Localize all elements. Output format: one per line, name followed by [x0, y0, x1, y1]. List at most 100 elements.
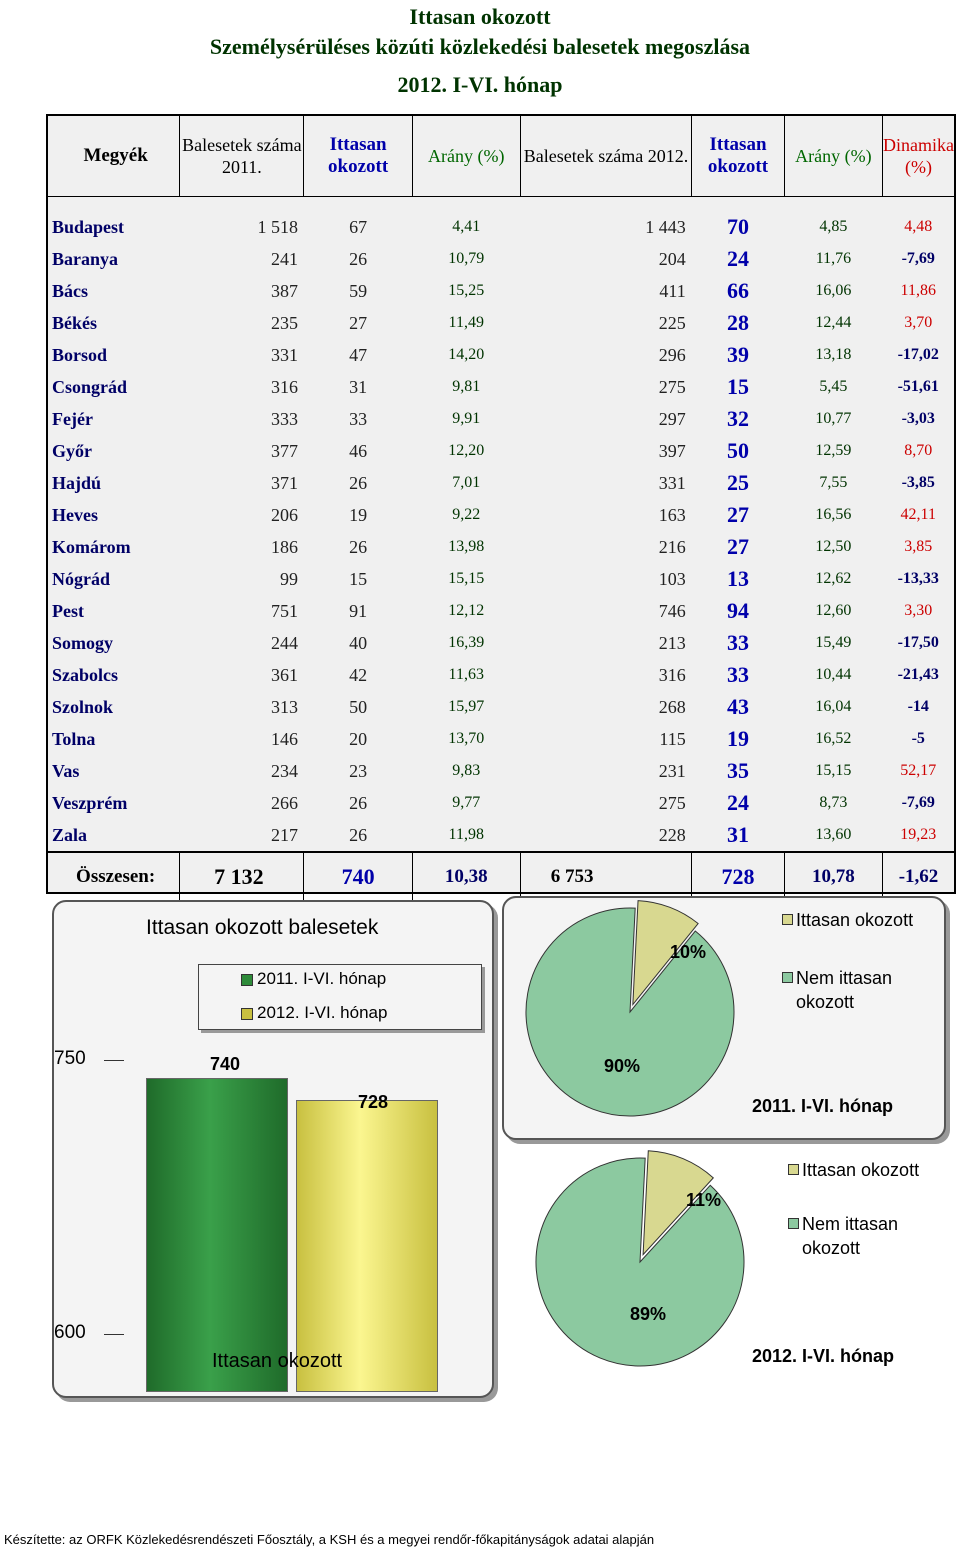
table-cell: 67 — [349, 216, 368, 237]
table-cell: 16,52 — [815, 730, 852, 747]
table-cell: 24 — [727, 790, 749, 815]
table-row: Hajdú 371 26 7,01 331 25 7,55 -3,85 — [48, 467, 954, 499]
table-cell: 26 — [349, 472, 368, 493]
table-cell: 12,20 — [448, 442, 485, 459]
total-cell: 728 — [691, 851, 785, 901]
table-cell: 19,23 — [900, 826, 937, 843]
title-line-1: Ittasan okozott — [409, 4, 551, 29]
table-cell: 33 — [727, 662, 749, 687]
table-cell: 3,70 — [904, 314, 933, 331]
county-name: Tolna — [52, 728, 96, 749]
table-cell: 50 — [727, 438, 749, 463]
table-cell: 146 — [270, 728, 298, 749]
y-tick-mark-600 — [104, 1334, 124, 1335]
table-cell: -51,61 — [897, 378, 939, 395]
header-dinamika: Dinamika (%) — [882, 116, 954, 197]
table-cell: 33 — [727, 630, 749, 655]
table-cell: 371 — [270, 472, 298, 493]
table-cell: 15 — [349, 568, 368, 589]
table-cell: 26 — [349, 248, 368, 269]
table-cell: 377 — [270, 440, 298, 461]
county-name: Somogy — [52, 632, 114, 653]
header-balesetek-2011: Balesetek száma 2011. — [179, 116, 304, 197]
county-name: Bács — [52, 280, 88, 301]
county-name: Heves — [52, 504, 98, 525]
table-cell: 16,56 — [815, 506, 852, 523]
total-cell: 6 753 — [519, 851, 692, 901]
table-cell: 217 — [270, 824, 298, 845]
table-cell: 15,25 — [448, 282, 485, 299]
table-header-row: Megyék Balesetek száma 2011. Ittasan oko… — [48, 116, 954, 197]
table-cell: 14,20 — [448, 346, 485, 363]
pie-2011-pct-small: 10% — [670, 942, 707, 962]
table-cell: 316 — [658, 664, 686, 685]
table-row: Budapest 1 518 67 4,41 1 443 70 4,85 4,48 — [48, 211, 954, 243]
table-cell: 23 — [349, 760, 368, 781]
table-cell: 59 — [349, 280, 368, 301]
county-name: Csongrád — [52, 376, 128, 397]
legend-label-2011: 2011. I-VI. hónap — [257, 969, 387, 988]
table-cell: 15,15 — [815, 762, 852, 779]
table-row: Borsod 331 47 14,20 296 39 13,18 -17,02 — [48, 339, 954, 371]
table-cell: 241 — [270, 248, 298, 269]
table-cell: 35 — [727, 758, 749, 783]
table-cell: 213 — [658, 632, 686, 653]
table-cell: 9,81 — [452, 378, 481, 395]
total-cell: -1,62 — [882, 851, 954, 901]
total-cell: 10,78 — [783, 851, 883, 901]
table-cell: 13 — [727, 566, 749, 591]
table-cell: 11,98 — [448, 826, 484, 843]
pie-2011-legend-swatch-1 — [782, 914, 793, 925]
table-cell: 234 — [270, 760, 298, 781]
table-cell: 9,22 — [452, 506, 481, 523]
table-cell: 47 — [349, 344, 368, 365]
county-name: Budapest — [52, 216, 125, 237]
table-cell: 7,55 — [819, 474, 848, 491]
table-cell: 52,17 — [900, 762, 937, 779]
table-cell: 313 — [270, 696, 298, 717]
pie-2012-pct-small: 11% — [686, 1190, 722, 1210]
table-cell: 244 — [270, 632, 298, 653]
table-cell: 216 — [658, 536, 686, 557]
legend-swatch-2011 — [241, 974, 253, 986]
table-cell: 28 — [727, 310, 749, 335]
table-cell: 266 — [270, 792, 298, 813]
header-ittasan-2012: Ittasan okozott — [691, 116, 785, 197]
bar-chart-legend: 2011. I-VI. hónap 2012. I-VI. hónap — [198, 964, 482, 1030]
table-cell: 8,70 — [904, 442, 933, 459]
table-total-row: Összesen: 7 132 740 10,38 6 753 728 10,78 -1,62 — [48, 851, 954, 901]
header-arany-2012: Arány (%) — [783, 116, 883, 197]
table-cell: 42 — [349, 664, 368, 685]
table-cell: 15,97 — [448, 698, 485, 715]
table-cell: 9,91 — [452, 410, 481, 427]
table-cell: 43 — [727, 694, 749, 719]
table-cell: 3,85 — [904, 538, 933, 555]
table-cell: 40 — [349, 632, 368, 653]
legend-label-2012: 2012. I-VI. hónap — [257, 1003, 388, 1022]
table-cell: 12,62 — [815, 570, 852, 587]
table-cell: 66 — [727, 278, 749, 303]
table-cell: 297 — [658, 408, 686, 429]
title-line-2: Személysérüléses közúti közlekedési bale… — [209, 34, 751, 59]
pie-2011-legend-1: Ittasan okozott — [796, 910, 914, 930]
legend-swatch-2012 — [241, 1008, 253, 1020]
table-cell: 19 — [727, 726, 749, 751]
header-ittasan-2011: Ittasan okozott — [303, 116, 413, 197]
table-row: Nógrád 99 15 15,15 103 13 12,62 -13,33 — [48, 563, 954, 595]
bar-chart-title: Ittasan okozott balesetek — [146, 916, 379, 939]
header-balesetek-2012: Balesetek száma 2012. — [519, 116, 692, 197]
table-cell: 13,60 — [815, 826, 852, 843]
table-cell: 50 — [349, 696, 368, 717]
county-name: Borsod — [52, 344, 108, 365]
table-cell: 231 — [658, 760, 686, 781]
table-cell: 12,50 — [815, 538, 852, 555]
table-cell: 70 — [727, 214, 749, 239]
bar-value-2011: 740 — [210, 1054, 241, 1075]
table-cell: 115 — [659, 728, 686, 749]
table-row: Tolna 146 20 13,70 115 19 16,52 -5 — [48, 723, 954, 755]
pie-2011-legend-2: Nem ittasan okozott — [796, 968, 893, 1012]
table-cell: 91 — [349, 600, 368, 621]
table-cell: 13,70 — [448, 730, 485, 747]
table-cell: 26 — [349, 824, 368, 845]
header-arany-2011: Arány (%) — [411, 116, 521, 197]
